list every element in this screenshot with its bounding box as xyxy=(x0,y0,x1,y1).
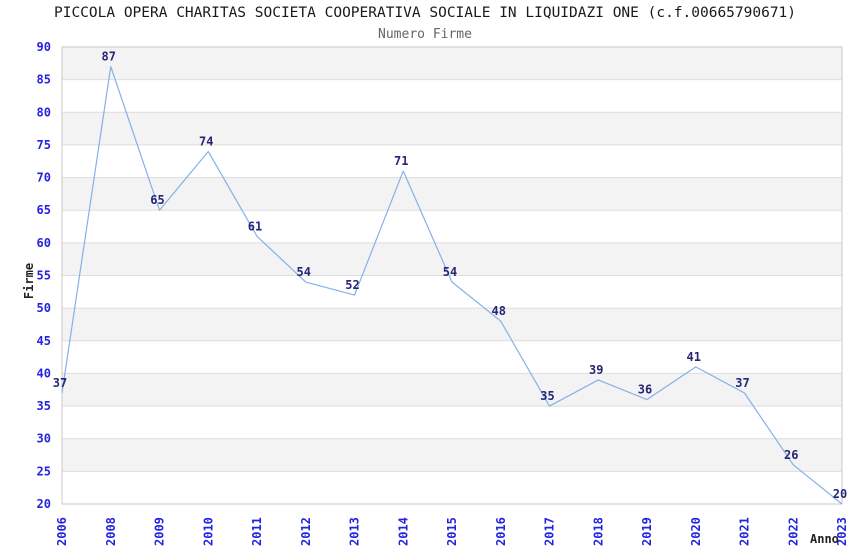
data-label: 65 xyxy=(150,193,164,207)
chart-subtitle: Numero Firme xyxy=(378,27,472,42)
y-tick-label: 70 xyxy=(37,171,51,185)
data-label: 26 xyxy=(784,448,798,462)
x-tick-label: 2006 xyxy=(55,517,69,546)
plot-border xyxy=(61,46,843,505)
grid-band xyxy=(62,47,842,80)
x-tick-label: 2013 xyxy=(348,517,362,546)
x-tick-label: 2021 xyxy=(738,517,752,546)
data-line xyxy=(61,65,843,505)
x-axis-title: Anno xyxy=(810,532,839,546)
y-tick-label: 65 xyxy=(37,203,51,217)
y-tick-label: 20 xyxy=(37,497,51,511)
data-label: 74 xyxy=(199,134,213,148)
grid-band xyxy=(62,177,842,211)
y-tick-label: 55 xyxy=(37,269,51,283)
x-tick-label: 2015 xyxy=(445,517,459,546)
data-label: 41 xyxy=(687,350,701,364)
y-tick-label: 35 xyxy=(37,399,51,413)
y-tick-label: 75 xyxy=(37,138,51,152)
grid-band xyxy=(62,438,842,472)
y-tick-label: 25 xyxy=(37,464,51,478)
y-tick-label: 90 xyxy=(37,40,51,54)
data-label: 37 xyxy=(735,376,749,390)
x-tick-label: 2020 xyxy=(689,517,703,546)
data-label: 39 xyxy=(589,363,603,377)
x-tick-label: 2016 xyxy=(494,517,508,546)
data-label: 87 xyxy=(102,50,116,64)
data-label: 52 xyxy=(345,278,359,292)
y-tick-label: 45 xyxy=(37,334,51,348)
grid-band xyxy=(62,308,842,341)
data-label: 71 xyxy=(394,154,408,168)
data-label: 61 xyxy=(248,219,262,233)
grid-band xyxy=(62,112,842,145)
y-tick-label: 60 xyxy=(37,236,51,250)
grid-band xyxy=(62,373,842,407)
grid-band xyxy=(62,242,842,276)
data-label: 54 xyxy=(297,265,311,279)
x-tick-label: 2019 xyxy=(640,517,654,546)
x-tick-label: 2017 xyxy=(543,517,557,546)
data-label: 37 xyxy=(53,376,67,390)
data-label: 54 xyxy=(443,265,457,279)
x-tick-label: 2008 xyxy=(104,517,118,546)
y-tick-label: 85 xyxy=(37,73,51,87)
x-tick-label: 2009 xyxy=(153,517,167,546)
data-label: 48 xyxy=(492,304,506,318)
x-tick-label: 2023 xyxy=(835,517,849,546)
y-tick-label: 80 xyxy=(37,105,51,119)
data-label: 20 xyxy=(833,487,847,501)
x-tick-label: 2018 xyxy=(591,517,605,546)
data-label: 36 xyxy=(638,383,652,397)
x-tick-label: 2011 xyxy=(250,517,264,546)
chart-title: PICCOLA OPERA CHARITAS SOCIETA COOPERATI… xyxy=(53,5,797,21)
data-label: 35 xyxy=(540,389,554,403)
x-tick-label: 2012 xyxy=(299,517,313,546)
y-tick-label: 50 xyxy=(37,301,51,315)
y-tick-label: 30 xyxy=(37,432,51,446)
y-tick-label: 40 xyxy=(37,366,51,380)
x-tick-label: 2022 xyxy=(786,517,800,546)
x-tick-label: 2010 xyxy=(201,517,215,546)
x-tick-label: 2014 xyxy=(396,517,410,546)
